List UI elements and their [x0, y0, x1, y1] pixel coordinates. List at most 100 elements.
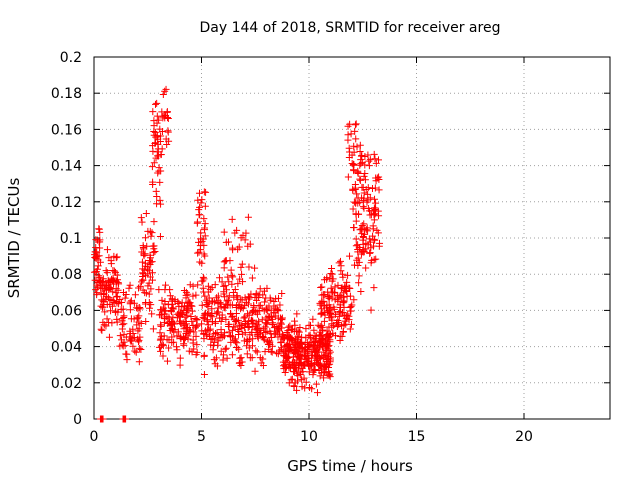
data-point: [315, 348, 323, 356]
data-point: [135, 336, 143, 344]
data-point: [145, 298, 153, 306]
data-point: [352, 135, 360, 143]
data-point: [236, 275, 244, 283]
data-point: [327, 284, 335, 292]
data-point: [364, 241, 372, 249]
data-point: [296, 359, 304, 367]
data-point: [158, 145, 166, 153]
y-tick-label: 0.06: [51, 303, 82, 319]
data-point: [255, 302, 263, 310]
data-point: [258, 333, 266, 341]
data-point: [270, 298, 278, 306]
data-point: [90, 268, 98, 276]
data-point: [153, 133, 161, 141]
data-point: [294, 332, 302, 340]
data-point: [199, 235, 207, 243]
data-point: [358, 183, 366, 191]
data-point: [146, 256, 153, 264]
data-point: [303, 347, 311, 355]
data-point: [179, 319, 187, 327]
data-point: [364, 151, 372, 159]
data-point: [254, 321, 262, 329]
data-point: [263, 320, 271, 328]
data-point: [176, 354, 184, 362]
y-tick-label: 0.08: [51, 267, 82, 283]
data-point: [249, 335, 257, 343]
data-point: [141, 289, 149, 297]
data-point: [182, 330, 190, 338]
data-point: [198, 320, 206, 328]
data-point: [116, 332, 124, 340]
data-point: [98, 326, 106, 334]
data-point: [300, 361, 308, 369]
data-point: [224, 273, 232, 281]
data-point: [149, 325, 157, 333]
data-point: [374, 207, 382, 215]
data-point: [274, 350, 282, 358]
data-point: [327, 270, 335, 278]
data-point: [165, 344, 173, 352]
data-point: [166, 292, 174, 300]
data-point: [110, 252, 118, 260]
data-point: [95, 272, 103, 280]
data-point: [306, 383, 314, 391]
data-point: [126, 333, 134, 341]
data-point: [159, 342, 167, 350]
data-point: [316, 362, 324, 370]
data-point: [244, 300, 252, 308]
data-point: [193, 315, 201, 323]
x-axis-title: GPS time / hours: [287, 457, 413, 475]
data-point: [197, 199, 205, 207]
data-point: [214, 337, 222, 345]
data-point: [335, 293, 343, 301]
data-point: [318, 283, 326, 291]
data-point: [326, 373, 334, 381]
data-point: [157, 132, 165, 140]
data-point: [242, 319, 250, 327]
data-point: [213, 294, 221, 302]
data-point: [182, 291, 190, 299]
data-point: [142, 289, 150, 297]
data-point: [245, 344, 253, 352]
data-point: [369, 222, 377, 230]
data-point: [190, 345, 198, 353]
data-point: [218, 278, 226, 286]
data-point: [370, 216, 378, 224]
data-point: [237, 305, 245, 313]
data-point: [344, 173, 352, 181]
data-point: [346, 148, 354, 156]
data-point: [361, 176, 369, 184]
data-point: [157, 151, 165, 159]
data-point: [273, 349, 281, 357]
data-point: [235, 345, 243, 353]
data-point: [99, 303, 107, 311]
data-point: [344, 271, 352, 279]
data-point: [126, 306, 134, 314]
data-point: [277, 339, 285, 347]
data-point: [326, 348, 334, 356]
data-point: [320, 317, 328, 325]
data-point: [151, 100, 159, 108]
data-point: [199, 273, 207, 281]
data-point: [291, 317, 299, 325]
data-point: [204, 288, 212, 296]
data-point: [98, 278, 106, 286]
y-tick-label: 0.12: [51, 195, 82, 211]
data-point: [277, 324, 285, 332]
data-point: [338, 285, 346, 293]
data-point: [122, 290, 130, 298]
data-point: [176, 333, 184, 341]
data-point: [141, 266, 149, 274]
data-point: [248, 308, 256, 316]
data-point: [249, 317, 257, 325]
data-point: [355, 279, 363, 287]
data-point: [236, 354, 244, 362]
data-point: [225, 328, 233, 336]
data-point: [206, 332, 214, 340]
data-point: [231, 229, 239, 237]
data-point: [328, 320, 336, 328]
data-point: [360, 194, 368, 202]
data-point: [234, 316, 242, 324]
data-point: [306, 331, 314, 339]
data-point: [222, 315, 230, 323]
